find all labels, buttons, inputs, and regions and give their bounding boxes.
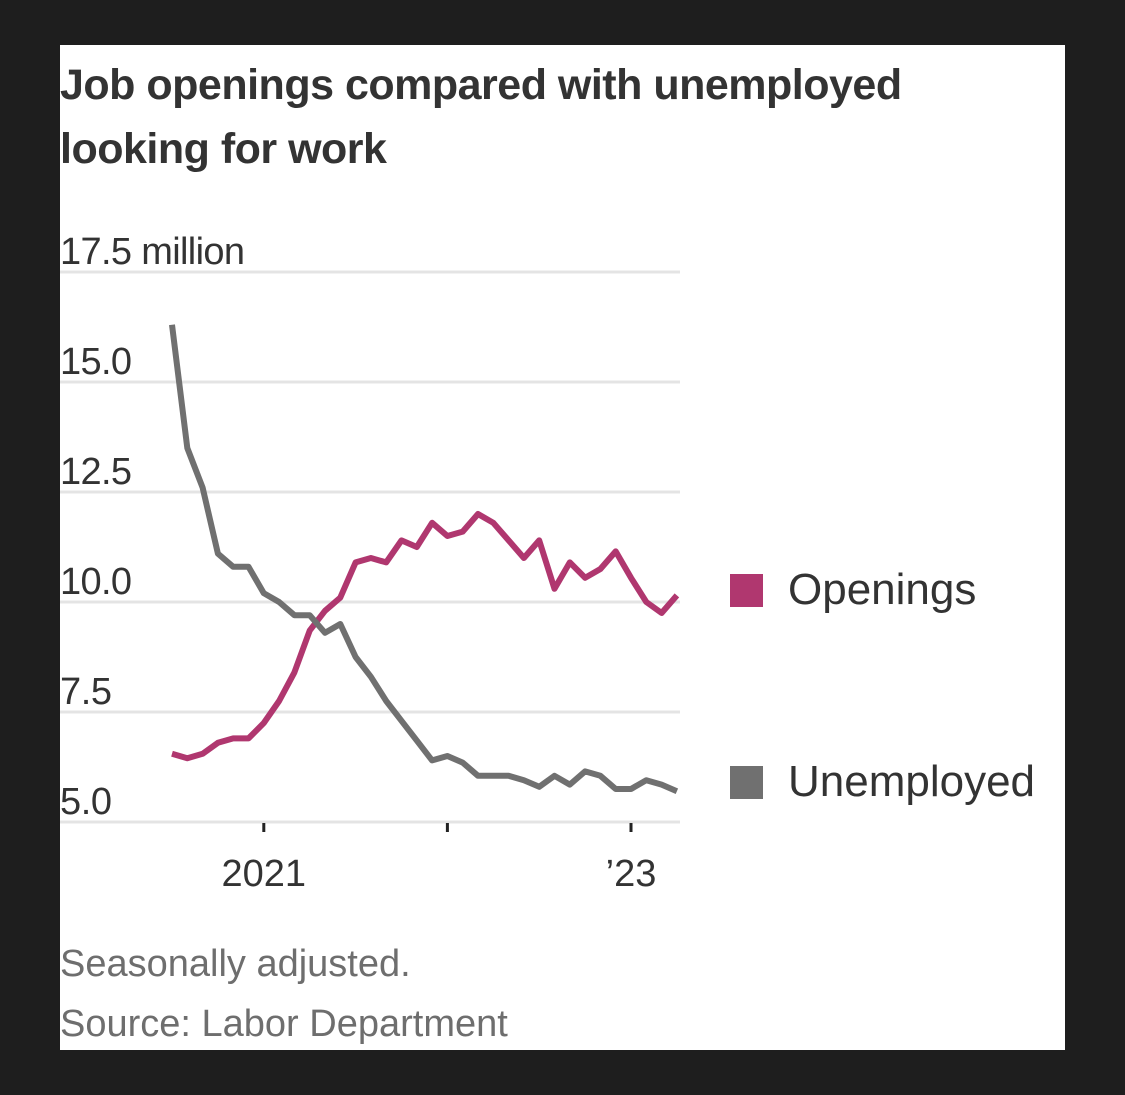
y-tick-label: 17.5 million xyxy=(60,231,245,273)
line-chart: 5.0 7.5 10.0 12.5 15.0 17.5 million 2021 ’23 Ope… xyxy=(60,231,1035,895)
legend-label-openings: Openings xyxy=(788,565,976,614)
y-tick-label: 15.0 xyxy=(60,341,132,383)
note-source: Source: Labor Department xyxy=(60,1003,508,1045)
y-tick-label: 10.0 xyxy=(60,561,132,603)
series-line-openings xyxy=(171,511,680,762)
x-tick-label: 2021 xyxy=(222,853,307,895)
note-seasonal: Seasonally adjusted. xyxy=(60,943,411,985)
legend-swatch-unemployed xyxy=(730,766,763,799)
legend-label-unemployed: Unemployed xyxy=(788,757,1035,806)
y-tick-label: 12.5 xyxy=(60,451,132,493)
chart-panel: Job openings compared with unemployed lo… xyxy=(60,45,1065,1050)
y-tick-label: 7.5 xyxy=(60,671,112,713)
x-tick-label: ’23 xyxy=(606,853,657,895)
legend-swatch-openings xyxy=(730,574,763,607)
chart-title: Job openings compared with unemployed lo… xyxy=(60,61,902,173)
series-line-unemployed xyxy=(169,324,679,794)
y-tick-label: 5.0 xyxy=(60,781,112,823)
